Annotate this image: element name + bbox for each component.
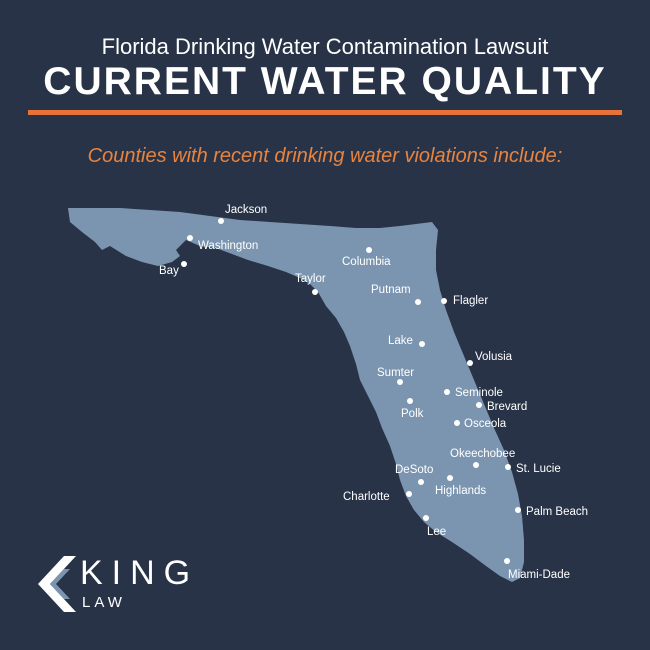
county-dot (407, 398, 413, 404)
county-lake: Lake (388, 335, 425, 347)
county-dot (447, 475, 453, 481)
county-dot (423, 515, 429, 521)
county-markers: Jackson Washington Bay Columbia Taylor Putnam… (159, 204, 588, 581)
county-label: Miami-Dade (508, 569, 570, 581)
county-label: Lee (427, 526, 446, 538)
county-label: Putnam (371, 284, 411, 296)
florida-shape (68, 208, 524, 582)
county-lee: Lee (423, 515, 446, 538)
logo-word: KING (80, 554, 200, 592)
county-label: Osceola (464, 418, 507, 430)
county-dot (515, 507, 521, 513)
county-desoto: DeSoto (395, 464, 433, 485)
county-washington: Washington (187, 235, 258, 252)
county-dot (218, 218, 224, 224)
county-dot (406, 491, 412, 497)
county-miami-dade: Miami-Dade (504, 558, 570, 581)
county-bay: Bay (159, 261, 187, 277)
county-okeechobee: Okeechobee (450, 448, 515, 468)
logo-sub: LAW (82, 594, 126, 611)
logo-chevron-icon (38, 556, 76, 612)
king-law-logo: KING LAW (34, 554, 234, 616)
county-dot (366, 247, 372, 253)
county-sumter: Sumter (377, 367, 414, 385)
county-label: Brevard (487, 401, 527, 413)
county-label: Lake (388, 335, 413, 347)
county-label: Sumter (377, 367, 414, 379)
title-underline (28, 110, 622, 115)
county-dot (505, 464, 511, 470)
county-seminole: Seminole (444, 387, 503, 399)
county-dot (187, 235, 193, 241)
county-label: Seminole (455, 387, 503, 399)
county-label: Polk (401, 408, 424, 420)
county-dot (504, 558, 510, 564)
county-dot (441, 298, 447, 304)
county-dot (397, 379, 403, 385)
county-label: DeSoto (395, 464, 433, 476)
county-label: Okeechobee (450, 448, 515, 460)
county-label: Taylor (295, 273, 326, 285)
county-taylor: Taylor (295, 273, 326, 295)
county-label: Bay (159, 265, 179, 277)
county-label: Washington (198, 240, 258, 252)
county-flagler: Flagler (441, 295, 488, 307)
county-putnam: Putnam (371, 284, 421, 305)
county-polk: Polk (401, 398, 424, 420)
county-osceola: Osceola (454, 418, 507, 430)
county-highlands: Highlands (435, 475, 486, 497)
page-title: CURRENT WATER QUALITY (43, 60, 607, 103)
tagline: Counties with recent drinking water viol… (87, 145, 563, 167)
county-label: Flagler (453, 295, 488, 307)
county-st-lucie: St. Lucie (505, 463, 561, 475)
county-dot (454, 420, 460, 426)
county-label: Volusia (475, 351, 513, 363)
county-dot (476, 402, 482, 408)
county-label: Palm Beach (526, 506, 588, 518)
county-dot (419, 341, 425, 347)
county-dot (415, 299, 421, 305)
county-dot (473, 462, 479, 468)
county-dot (418, 479, 424, 485)
county-palm-beach: Palm Beach (515, 506, 588, 518)
county-label: Jackson (225, 204, 267, 216)
header-subtitle: Florida Drinking Water Contamination Law… (101, 34, 549, 59)
county-jackson: Jackson (218, 204, 267, 224)
county-label: Highlands (435, 485, 486, 497)
county-columbia: Columbia (342, 247, 391, 268)
county-dot (181, 261, 187, 267)
county-dot (444, 389, 450, 395)
county-dot (467, 360, 473, 366)
county-charlotte: Charlotte (343, 491, 412, 503)
county-volusia: Volusia (467, 351, 513, 366)
county-dot (312, 289, 318, 295)
county-label: St. Lucie (516, 463, 561, 475)
county-brevard: Brevard (476, 401, 527, 413)
county-label: Charlotte (343, 491, 390, 503)
county-label: Columbia (342, 256, 391, 268)
